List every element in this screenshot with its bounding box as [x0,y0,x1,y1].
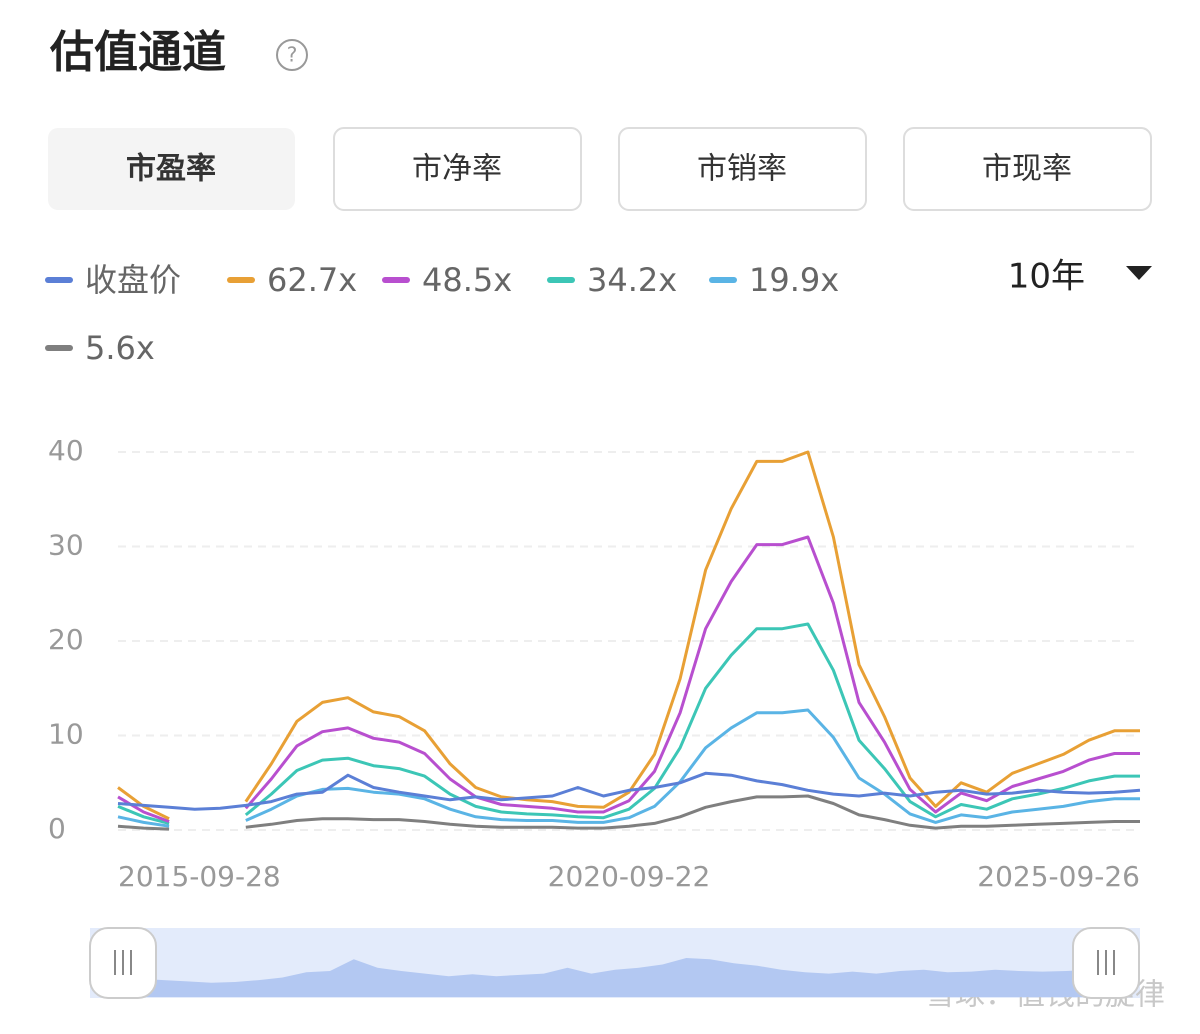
legend-label[interactable]: 收盘价 [85,261,181,299]
dropdown-arrow[interactable] [1126,266,1152,280]
help-icon-glyph: ? [287,43,298,67]
y-tick-label: 10 [48,718,84,751]
legend-label[interactable]: 62.7x [267,261,357,299]
series-line [117,708,1140,828]
tab[interactable] [333,127,582,211]
tab[interactable] [618,127,867,211]
legend-label[interactable]: 5.6x [85,329,155,367]
x-tick-label: 2020-09-22 [548,860,711,893]
tab[interactable] [48,128,295,210]
series-line [117,771,1141,811]
legend-label[interactable]: 34.2x [587,261,677,299]
legend-label[interactable]: 48.5x [422,261,512,299]
x-tick-label: 2025-09-26 [977,860,1140,893]
navigator-area [140,958,1090,997]
tab-label[interactable]: 市销率 [697,152,787,187]
page-title: 估值通道 [49,27,226,78]
y-tick-label: 0 [48,812,66,845]
legend-label[interactable]: 19.9x [749,261,839,299]
range-select[interactable]: 10年 [1008,257,1085,297]
tab-label[interactable]: 市盈率 [126,152,216,187]
tab-label[interactable]: 市净率 [412,152,502,187]
tab[interactable] [903,127,1152,211]
tab-label[interactable]: 市现率 [982,152,1072,187]
y-tick-label: 30 [48,529,84,562]
y-tick-label: 40 [48,434,84,467]
series-line [117,622,1140,825]
series-line [117,535,1140,823]
series-line [117,450,1140,821]
x-tick-label: 2015-09-28 [118,860,281,893]
y-tick-label: 20 [48,623,84,656]
help-icon[interactable] [276,39,308,71]
series-line [117,794,1140,831]
